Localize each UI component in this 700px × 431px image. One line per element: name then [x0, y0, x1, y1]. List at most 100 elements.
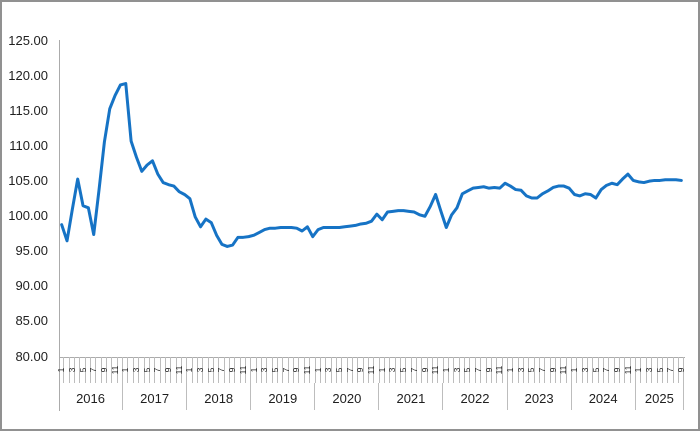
- month-tick-cell: 1: [248, 357, 258, 383]
- month-tick-cell: 1: [56, 357, 66, 383]
- month-tick-cell: [556, 357, 562, 383]
- month-tick-label: 9: [675, 367, 686, 373]
- month-tick-cell: 5: [141, 357, 151, 383]
- month-tick-cell: 11: [302, 357, 312, 383]
- month-tick-cell: [299, 357, 305, 383]
- month-tick-cell: [289, 357, 295, 383]
- year-label-cell: 2017: [123, 383, 188, 410]
- month-tick-cell: 3: [323, 357, 333, 383]
- month-tick-cell: [513, 357, 519, 383]
- y-axis-tick-label: 105.00: [8, 172, 48, 188]
- month-tick-cell: 11: [494, 357, 504, 383]
- y-axis-tick-label: 120.00: [8, 67, 48, 83]
- month-tick-cell: [577, 357, 583, 383]
- month-tick-cell: [674, 357, 679, 383]
- month-tick-cell: 11: [366, 357, 376, 383]
- month-tick-cell: 9: [675, 357, 686, 383]
- month-tick-cell: 7: [88, 357, 98, 383]
- month-tick-cell: [235, 357, 241, 383]
- month-tick-cell: 7: [601, 357, 611, 383]
- month-tick-cell: 3: [451, 357, 461, 383]
- month-tick-cell: [214, 357, 220, 383]
- month-tick-cell: 5: [526, 357, 536, 383]
- month-tick-cell: [193, 357, 198, 383]
- month-tick-cell: [588, 357, 594, 383]
- month-tick-cell: 3: [259, 357, 269, 383]
- year-label: 2020: [332, 390, 362, 406]
- month-tick-cell: 7: [473, 357, 483, 383]
- month-tick-cell: 1: [184, 357, 194, 383]
- month-tick-cell: [75, 357, 81, 383]
- y-axis-tick-label: 110.00: [9, 137, 48, 153]
- month-tick-cell: [321, 357, 327, 383]
- y-axis-tick-label: 125.00: [8, 32, 48, 48]
- plot-area: [60, 82, 683, 248]
- month-tick-cell: [150, 357, 156, 383]
- month-tick-cell: 9: [483, 357, 493, 383]
- year-label-cell: 2025: [636, 383, 685, 410]
- year-label: 2016: [76, 390, 105, 406]
- month-tick-cell: [609, 357, 615, 383]
- month-tick-cell: 9: [291, 357, 301, 383]
- month-tick-cell: [396, 357, 401, 383]
- month-tick-cell: [332, 357, 337, 383]
- year-axis: 2016 2017 2018 2019 2020 2021 2022 2023 2024 2025: [59, 383, 685, 410]
- month-tick-cell: [96, 357, 102, 383]
- month-tick-cell: 5: [654, 357, 664, 383]
- y-axis-labels: 125.00 120.00 115.00 110.00 105.00 100.00 95.0…: [2, 2, 48, 429]
- month-tick-cell: 1: [633, 357, 643, 383]
- month-axis: 1 3 5 7 9 11 1 3 5 7 9 11 1 3 5 7 9 11 1 3 5 7 9 11 1 3 5 7 9 11 1 3 5 7 9…: [56, 357, 686, 383]
- month-tick-cell: 1: [505, 357, 515, 383]
- month-tick-cell: [428, 357, 434, 383]
- month-tick-cell: 3: [644, 357, 654, 383]
- year-label-cell: 2020: [315, 383, 380, 410]
- month-tick-cell: [353, 357, 359, 383]
- month-tick-cell: [652, 357, 658, 383]
- month-tick-cell: 1: [312, 357, 322, 383]
- month-tick-cell: [567, 357, 572, 383]
- month-tick-cell: 3: [515, 357, 525, 383]
- y-axis-tick-label: 80.00: [15, 348, 48, 364]
- month-tick-cell: 7: [344, 357, 354, 383]
- month-tick-cell: 7: [409, 357, 419, 383]
- month-tick-cell: [449, 357, 455, 383]
- month-tick-cell: 1: [441, 357, 451, 383]
- month-tick-cell: [641, 357, 647, 383]
- month-tick-cell: 5: [77, 357, 87, 383]
- month-tick-cell: 3: [580, 357, 590, 383]
- month-tick-cell: [620, 357, 626, 383]
- month-tick-cell: 9: [548, 357, 558, 383]
- y-axis-tick-label: 85.00: [15, 313, 48, 329]
- month-tick-cell: [364, 357, 369, 383]
- month-tick-cell: [139, 357, 145, 383]
- y-axis-line: [59, 40, 60, 411]
- month-tick-cell: [86, 357, 92, 383]
- month-tick-cell: [503, 357, 508, 383]
- month-tick-cell: [470, 357, 476, 383]
- month-tick-cell: 7: [280, 357, 290, 383]
- month-tick-cell: [310, 357, 316, 383]
- month-tick-cell: [663, 357, 669, 383]
- year-label: 2022: [460, 390, 490, 406]
- month-tick-cell: [599, 357, 605, 383]
- month-tick-cell: 5: [462, 357, 472, 383]
- month-tick-cell: [342, 357, 348, 383]
- month-tick-cell: 5: [398, 357, 408, 383]
- year-label: 2025: [644, 390, 674, 406]
- year-label: 2019: [268, 390, 298, 406]
- month-tick-cell: 11: [109, 357, 119, 383]
- x-axis-line: [59, 357, 685, 358]
- y-axis-tick-label: 90.00: [15, 278, 48, 294]
- year-label: 2023: [524, 390, 554, 406]
- month-tick-cell: [203, 357, 209, 383]
- month-tick-cell: 3: [67, 357, 77, 383]
- month-tick-cell: 5: [334, 357, 344, 383]
- month-tick-cell: 9: [419, 357, 429, 383]
- month-tick-cell: 11: [430, 357, 440, 383]
- month-tick-cell: 5: [206, 357, 216, 383]
- year-label: 2024: [588, 390, 618, 406]
- month-tick-cell: 5: [270, 357, 280, 383]
- month-tick-cell: [171, 357, 177, 383]
- month-tick-cell: 9: [227, 357, 237, 383]
- year-label-cell: 2016: [59, 383, 124, 410]
